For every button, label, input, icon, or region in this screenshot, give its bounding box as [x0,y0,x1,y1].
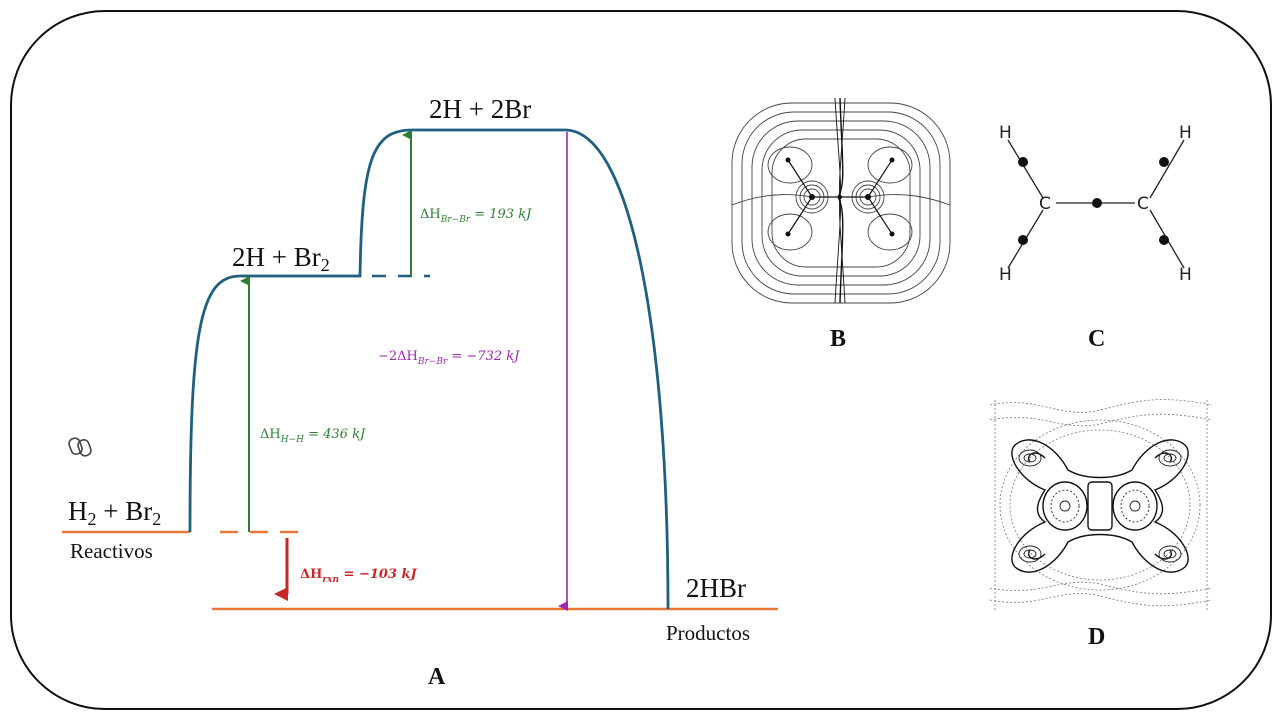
atom-c-right: C [1137,194,1149,214]
slide-frame [10,10,1272,710]
panel-b-gradient-map: B [731,97,951,352]
atom-h-top-left: H [999,123,1012,143]
products-label: 2HBr [686,573,746,603]
atom-h-top-right: H [1179,123,1192,143]
reaction-enthalpy-label: ΔHrxn = −103 kJ [300,567,418,585]
level2-label: 2H + 2Br [429,94,531,124]
copilot-icon[interactable] [68,437,93,457]
panel-b-label: B [830,326,846,352]
energy-diagram: H2 + Br2 Reactivos 2H + Br2 2H + 2Br 2HB… [62,94,778,690]
atom-c-left: C [1039,194,1051,214]
panel-a-label: A [428,664,446,690]
products-tag: Productos [666,621,750,645]
reactants-tag: Reactivos [70,539,153,563]
atom-h-bottom-left: H [999,265,1012,285]
energy-path-curve [188,128,670,610]
panel-c-label: C [1088,326,1105,352]
level1-label: 2H + Br2 [232,242,330,275]
panel-d-label: D [1088,624,1105,650]
hh-enthalpy-label: ΔHH−H = 436 kJ [260,427,366,445]
atom-h-bottom-right: H [1179,265,1192,285]
panel-d-contour-map: D [989,399,1213,650]
panel-c-molecular-graph: H H H H C C C [999,123,1192,352]
reactants-label: H2 + Br2 [68,496,161,529]
brbr-enthalpy-label: ΔHBr−Br = 193 kJ [420,207,532,225]
formation-enthalpy-label: −2ΔHBr−Br = −732 kJ [378,349,520,367]
